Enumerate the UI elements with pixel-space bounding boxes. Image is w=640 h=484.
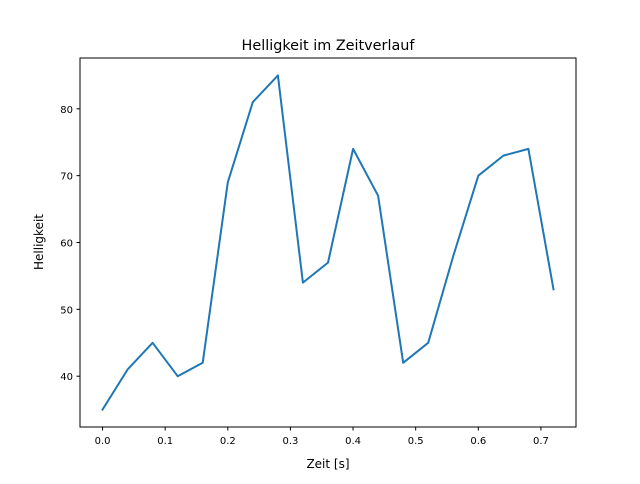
y-tick-label: 60 bbox=[60, 239, 73, 250]
x-axis-label: Zeit [s] bbox=[306, 457, 349, 471]
x-tick-label: 0.4 bbox=[345, 436, 361, 447]
x-tick-label: 0.0 bbox=[95, 436, 111, 447]
y-tick-label: 50 bbox=[60, 305, 73, 316]
x-tick-label: 0.7 bbox=[533, 436, 549, 447]
x-tick-label: 0.6 bbox=[470, 436, 486, 447]
x-tick-label: 0.1 bbox=[157, 436, 173, 447]
x-tick-label: 0.5 bbox=[408, 436, 424, 447]
chart-title: Helligkeit im Zeitverlauf bbox=[242, 38, 416, 54]
y-axis-label: Helligkeit bbox=[32, 214, 46, 270]
x-tick-label: 0.3 bbox=[282, 436, 298, 447]
y-tick-label: 80 bbox=[60, 105, 73, 116]
series-line-helligkeit bbox=[101, 74, 555, 411]
x-tick-label: 0.2 bbox=[220, 436, 236, 447]
plot-area-frame bbox=[79, 57, 577, 428]
y-tick-label: 40 bbox=[60, 372, 73, 383]
y-tick-label: 70 bbox=[60, 172, 73, 183]
